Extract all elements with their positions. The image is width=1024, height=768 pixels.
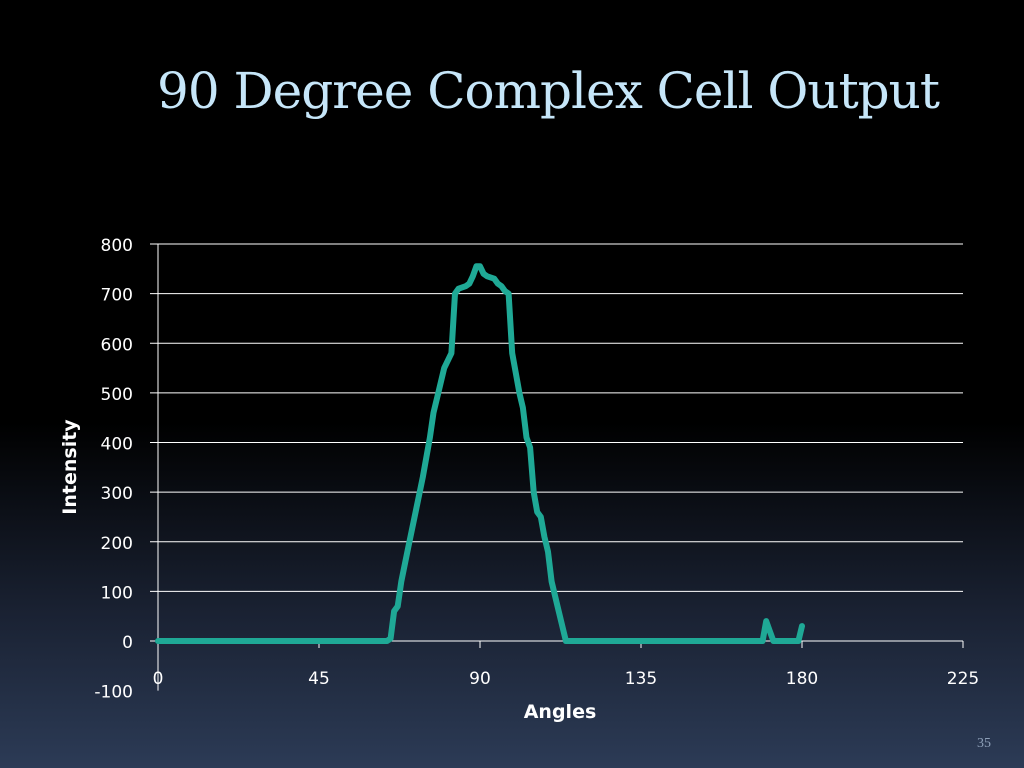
y-tick-label: 200 (101, 534, 133, 554)
intensity-series-line (155, 263, 805, 644)
y-tick-label: -100 (94, 683, 133, 703)
y-axis-title: Intensity (59, 419, 81, 515)
x-tick-label: 45 (308, 669, 330, 689)
x-tick-label: 225 (947, 669, 979, 689)
y-tick-label: 600 (101, 335, 133, 355)
slide-number: 35 (977, 736, 991, 751)
x-tick-label: 135 (625, 669, 657, 689)
x-axis-title: Angles (524, 701, 597, 723)
x-tick-label: 90 (469, 669, 491, 689)
y-tick-label: 800 (101, 236, 133, 256)
x-tick-label: 180 (786, 669, 818, 689)
y-tick-label: 400 (101, 435, 133, 455)
y-tick-label: 700 (101, 286, 133, 306)
y-tick-label: 0 (122, 633, 133, 653)
slide-title: 90 Degree Complex Cell Output (157, 62, 940, 120)
y-tick-label: 100 (101, 583, 133, 603)
y-tick-label: 500 (101, 385, 133, 405)
y-tick-label: 300 (101, 484, 133, 504)
x-tick-label: 0 (153, 669, 164, 689)
